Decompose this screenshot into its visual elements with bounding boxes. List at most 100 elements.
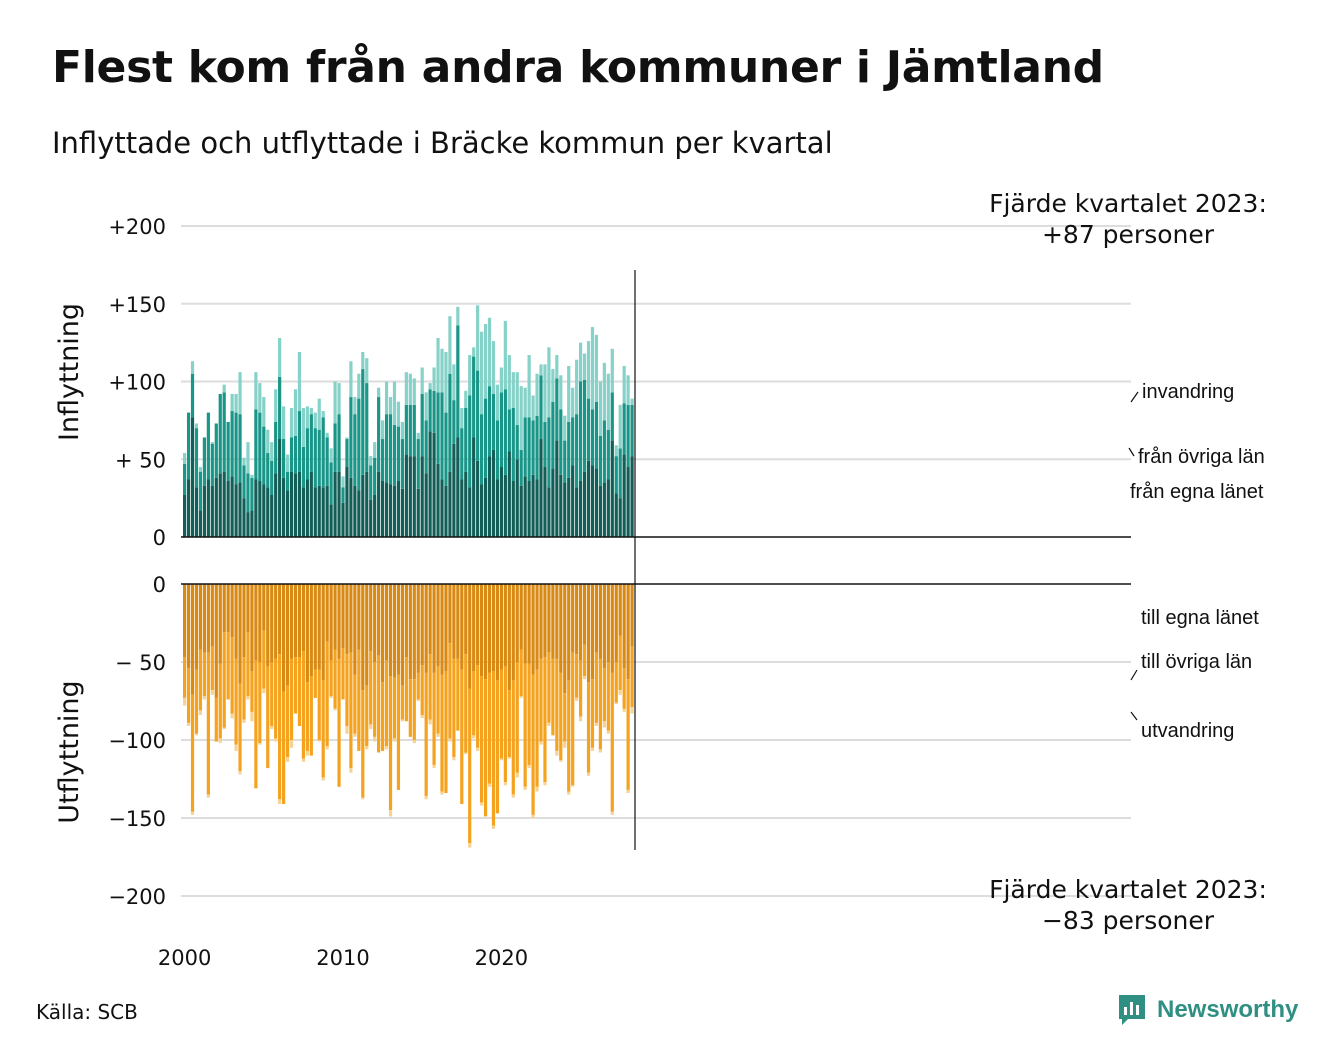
bar-out-0-104 bbox=[594, 584, 599, 653]
bar-out-1-93 bbox=[551, 658, 555, 736]
bar-in-0-62 bbox=[428, 431, 432, 537]
bar-in-2-67 bbox=[448, 316, 452, 374]
bar-in-2-81 bbox=[503, 320, 507, 390]
bar-out-0-37 bbox=[329, 584, 333, 661]
bar-in-2-72 bbox=[468, 355, 472, 396]
bar-in-0-63 bbox=[432, 432, 436, 537]
bar-in-0-20 bbox=[262, 484, 266, 537]
bar-out-0-30 bbox=[301, 584, 305, 652]
bar-in-0-12 bbox=[230, 476, 234, 537]
bar-out-1-56 bbox=[404, 657, 408, 722]
bar-in-0-46 bbox=[365, 471, 369, 537]
bar-out-0-29 bbox=[297, 584, 302, 658]
bar-in-1-48 bbox=[373, 457, 377, 496]
bar-out-2-37 bbox=[329, 696, 333, 698]
bar-out-0-46 bbox=[365, 584, 369, 686]
y-tick-label: − 50 bbox=[115, 651, 166, 675]
bar-out-2-98 bbox=[571, 785, 575, 787]
bar-out-2-38 bbox=[333, 708, 337, 711]
bar-out-1-75 bbox=[480, 676, 484, 803]
bar-in-0-80 bbox=[499, 467, 503, 537]
leader-line-1 bbox=[1128, 447, 1135, 457]
bar-out-2-83 bbox=[511, 794, 515, 798]
bar-out-0-39 bbox=[337, 584, 341, 659]
bar-out-2-105 bbox=[598, 749, 602, 753]
bar-out-2-47 bbox=[369, 724, 373, 730]
bar-in-2-79 bbox=[495, 384, 500, 421]
bar-in-0-97 bbox=[567, 477, 571, 537]
bar-in-0-58 bbox=[412, 456, 416, 537]
bar-in-1-64 bbox=[436, 392, 440, 464]
bar-out-0-16 bbox=[246, 584, 250, 633]
bar-out-1-85 bbox=[519, 649, 523, 697]
bar-in-2-24 bbox=[278, 337, 282, 377]
bar-out-1-12 bbox=[230, 637, 234, 714]
bar-in-0-34 bbox=[317, 485, 321, 537]
bar-out-0-69 bbox=[456, 584, 460, 659]
bar-out-1-80 bbox=[499, 669, 503, 759]
bar-out-0-76 bbox=[483, 584, 488, 680]
bar-in-2-108 bbox=[610, 348, 614, 393]
bar-out-1-18 bbox=[254, 660, 258, 789]
x-tick-label: 2000 bbox=[158, 946, 211, 970]
bar-out-0-107 bbox=[606, 584, 610, 662]
bar-in-1-75 bbox=[480, 414, 484, 485]
bar-in-0-64 bbox=[436, 463, 440, 537]
bar-in-1-67 bbox=[448, 373, 452, 472]
bar-out-2-17 bbox=[250, 711, 254, 722]
bar-in-2-82 bbox=[507, 355, 511, 410]
bar-in-1-26 bbox=[285, 471, 290, 491]
bar-in-2-19 bbox=[258, 383, 262, 413]
bar-out-2-106 bbox=[602, 721, 606, 728]
bar-in-0-32 bbox=[309, 471, 313, 537]
bar-out-2-51 bbox=[384, 746, 389, 750]
bar-in-0-54 bbox=[396, 481, 401, 537]
bar-out-2-42 bbox=[349, 768, 353, 773]
bar-out-1-96 bbox=[563, 693, 567, 742]
bar-out-1-31 bbox=[305, 682, 309, 751]
bar-out-2-6 bbox=[206, 794, 210, 798]
bar-out-1-111 bbox=[622, 668, 626, 709]
bar-in-2-110 bbox=[618, 404, 622, 449]
bar-out-0-92 bbox=[547, 584, 551, 653]
bar-out-2-53 bbox=[392, 738, 397, 742]
bar-in-2-35 bbox=[321, 411, 325, 418]
bar-out-1-98 bbox=[571, 652, 575, 786]
bar-out-1-4 bbox=[198, 649, 203, 711]
bar-out-2-85 bbox=[519, 696, 523, 698]
bar-in-2-55 bbox=[400, 421, 404, 440]
bar-in-1-20 bbox=[262, 426, 266, 485]
bar-in-2-84 bbox=[515, 372, 519, 426]
bar-out-2-12 bbox=[230, 713, 234, 719]
bar-in-2-58 bbox=[412, 378, 416, 405]
bar-in-1-45 bbox=[361, 369, 365, 475]
bar-in-2-3 bbox=[194, 423, 199, 429]
bar-out-0-0 bbox=[183, 584, 187, 658]
bar-in-0-70 bbox=[460, 479, 464, 537]
bar-in-2-102 bbox=[586, 341, 591, 399]
bar-in-2-0 bbox=[183, 453, 187, 464]
bar-in-0-29 bbox=[297, 471, 302, 537]
bar-in-1-109 bbox=[614, 456, 618, 494]
bar-out-2-3 bbox=[194, 733, 199, 736]
bar-in-1-82 bbox=[507, 409, 511, 452]
bar-in-1-68 bbox=[452, 400, 456, 444]
bar-in-0-26 bbox=[285, 490, 290, 537]
bar-out-2-15 bbox=[242, 719, 246, 723]
bar-in-0-68 bbox=[452, 443, 456, 537]
chart-title: Flest kom från andra kommuner i Jämtland bbox=[52, 42, 1104, 93]
bar-in-2-77 bbox=[487, 317, 492, 387]
bar-out-2-113 bbox=[630, 707, 634, 714]
y-tick-label: +200 bbox=[108, 215, 166, 239]
series-label-out-0: till egna länet bbox=[1141, 607, 1259, 629]
bar-out-2-27 bbox=[289, 740, 294, 748]
bar-in-2-15 bbox=[242, 457, 246, 466]
bar-out-0-53 bbox=[392, 584, 397, 678]
bar-out-2-24 bbox=[278, 799, 282, 804]
bar-in-0-77 bbox=[487, 456, 492, 537]
bar-in-0-2 bbox=[190, 417, 195, 537]
bar-in-0-3 bbox=[194, 487, 199, 537]
bar-out-1-89 bbox=[535, 669, 539, 787]
bar-in-2-51 bbox=[384, 381, 389, 415]
bar-out-0-98 bbox=[571, 584, 575, 653]
